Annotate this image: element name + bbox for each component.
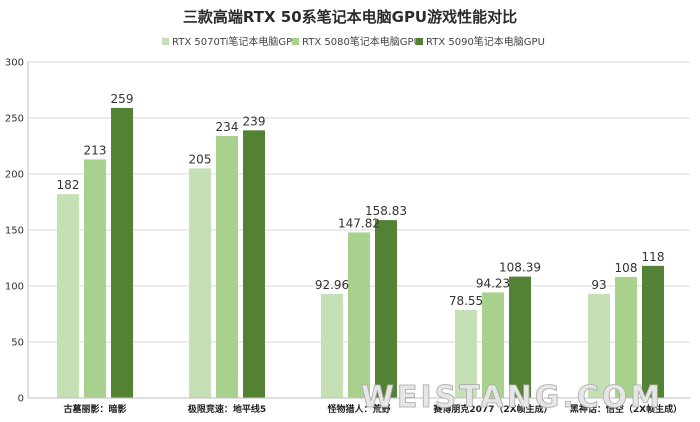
data-label: 239	[243, 114, 266, 128]
bar	[455, 310, 477, 398]
data-label: 93	[591, 278, 606, 292]
data-label: 108.39	[499, 261, 541, 275]
x-category-label: 极限竞速：地平线5	[188, 403, 266, 415]
data-label: 108	[615, 261, 638, 275]
data-label: 94.23	[476, 276, 510, 290]
x-category-label: 古墓丽影：暗影	[63, 403, 126, 415]
legend-label: RTX 5090笔记本电脑GPU	[426, 35, 545, 48]
watermark-logo: WEISTANG.COM	[361, 380, 663, 415]
legend-swatch	[416, 38, 423, 45]
chart-title: 三款高端RTX 50系笔记本电脑GPU游戏性能对比	[183, 8, 517, 26]
data-label: 158.83	[365, 204, 407, 218]
bar	[321, 293, 343, 398]
data-label: 213	[84, 143, 107, 157]
data-label: 147.82	[338, 216, 380, 230]
x-category-label: 赛博朋克2077（2X帧生成）	[432, 403, 552, 415]
y-tick-label: 0	[18, 394, 24, 405]
legend-swatch	[292, 38, 299, 45]
bar	[482, 292, 504, 398]
bar	[509, 276, 531, 398]
bar	[642, 265, 664, 398]
data-label: 78.55	[449, 294, 483, 308]
legend-label: RTX 5080笔记本电脑GPU	[302, 35, 421, 48]
x-category-label: 黑神话：悟空（2X帧生成）	[570, 403, 682, 415]
bar	[189, 168, 211, 398]
axes: 0 50 100 150 200 250 300 古墓丽影：暗影 极限竞速：地平线5 怪物猎人：荒…	[5, 58, 690, 415]
data-label: 205	[189, 152, 212, 166]
y-tick-label: 300	[5, 58, 24, 69]
bar	[84, 159, 106, 398]
data-label: 234	[216, 120, 239, 134]
bar	[243, 130, 265, 398]
y-tick-label: 250	[5, 114, 24, 125]
bar	[111, 107, 133, 399]
bar	[588, 293, 610, 398]
legend-label: RTX 5070Ti笔记本电脑GPU	[172, 35, 300, 48]
x-category-label: 怪物猎人：荒野	[327, 403, 390, 415]
y-tick-label: 200	[5, 170, 24, 181]
y-tick-label: 150	[5, 226, 24, 237]
legend: RTX 5070Ti笔记本电脑GPU RTX 5080笔记本电脑GPU RTX 50…	[162, 35, 545, 48]
bar	[375, 220, 397, 398]
bar	[216, 135, 238, 399]
data-label: 259	[111, 92, 134, 106]
bar	[348, 232, 370, 398]
legend-swatch	[162, 38, 169, 45]
y-tick-label: 50	[11, 338, 24, 349]
data-label: 118	[642, 250, 665, 264]
bars	[57, 107, 664, 399]
value-labels: 182 205 92.96 78.55 93 213 234 147.82 94.23 108 25…	[57, 92, 665, 308]
data-label: 182	[57, 178, 80, 192]
y-tick-label: 100	[5, 282, 24, 293]
bar	[57, 194, 79, 398]
data-label: 92.96	[315, 278, 349, 292]
grid-lines	[28, 61, 690, 343]
bar	[615, 277, 637, 398]
